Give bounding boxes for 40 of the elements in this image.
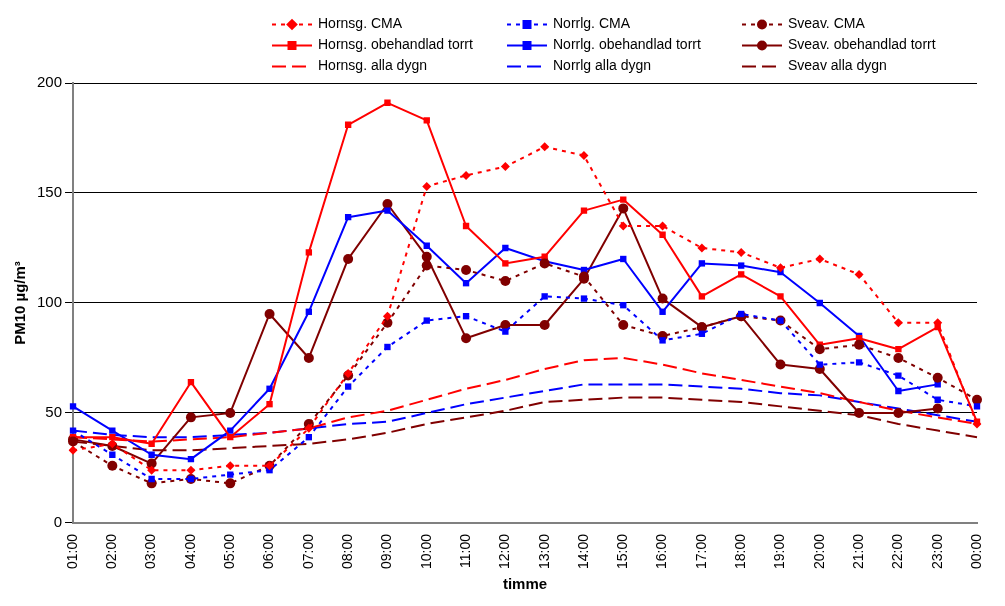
x-tick-label: 20:00 bbox=[810, 533, 827, 570]
x-tick-label: 11:00 bbox=[456, 533, 473, 568]
x-tick-label: 15:00 bbox=[614, 533, 631, 570]
legend-label: Norrlg alla dygn bbox=[553, 57, 652, 74]
y-tick-label: 150 bbox=[37, 183, 63, 201]
x-tick-label: 02:00 bbox=[103, 533, 120, 570]
y-tick-label: 100 bbox=[37, 293, 63, 311]
x-tick-label: 09:00 bbox=[378, 533, 395, 570]
x-tick-label: 16:00 bbox=[653, 533, 670, 570]
legend-label: Sveav. CMA bbox=[788, 15, 866, 32]
y-axis-title: PM10 µg/m³ bbox=[11, 261, 29, 345]
x-tick-label: 04:00 bbox=[181, 533, 198, 570]
y-tick-label: 50 bbox=[45, 403, 63, 421]
x-tick-label: 01:00 bbox=[63, 533, 80, 570]
x-tick-label: 22:00 bbox=[889, 533, 906, 570]
x-tick-label: 17:00 bbox=[692, 533, 709, 570]
legend-label: Norrlg. obehandlad torrt bbox=[553, 36, 701, 53]
x-tick-label: 21:00 bbox=[849, 533, 866, 570]
x-tick-label: 03:00 bbox=[142, 533, 159, 570]
x-tick-label: 00:00 bbox=[967, 533, 984, 570]
x-tick-label: 18:00 bbox=[732, 533, 749, 570]
x-tick-label: 12:00 bbox=[496, 533, 513, 570]
x-tick-label: 06:00 bbox=[260, 533, 277, 570]
x-tick-label: 23:00 bbox=[928, 533, 945, 570]
x-tick-label: 13:00 bbox=[535, 533, 552, 570]
legend-label: Hornsg. alla dygn bbox=[318, 57, 427, 74]
y-tick-label: 0 bbox=[53, 513, 63, 531]
legend-label: Sveav. obehandlad torrt bbox=[788, 36, 936, 53]
legend-label: Hornsg. obehandlad torrt bbox=[318, 36, 473, 53]
legend-label: Norrlg. CMA bbox=[553, 15, 631, 32]
x-tick-label: 14:00 bbox=[574, 533, 591, 570]
x-tick-label: 19:00 bbox=[771, 533, 788, 570]
x-tick-label: 10:00 bbox=[417, 533, 434, 570]
y-tick-label: 200 bbox=[37, 73, 63, 91]
legend-label: Hornsg. CMA bbox=[318, 15, 403, 32]
x-tick-label: 05:00 bbox=[221, 533, 238, 570]
x-axis-title: timme bbox=[502, 575, 548, 593]
x-tick-label: 07:00 bbox=[299, 533, 316, 570]
legend-label: Sveav alla dygn bbox=[788, 57, 887, 74]
x-tick-label: 08:00 bbox=[339, 533, 356, 570]
